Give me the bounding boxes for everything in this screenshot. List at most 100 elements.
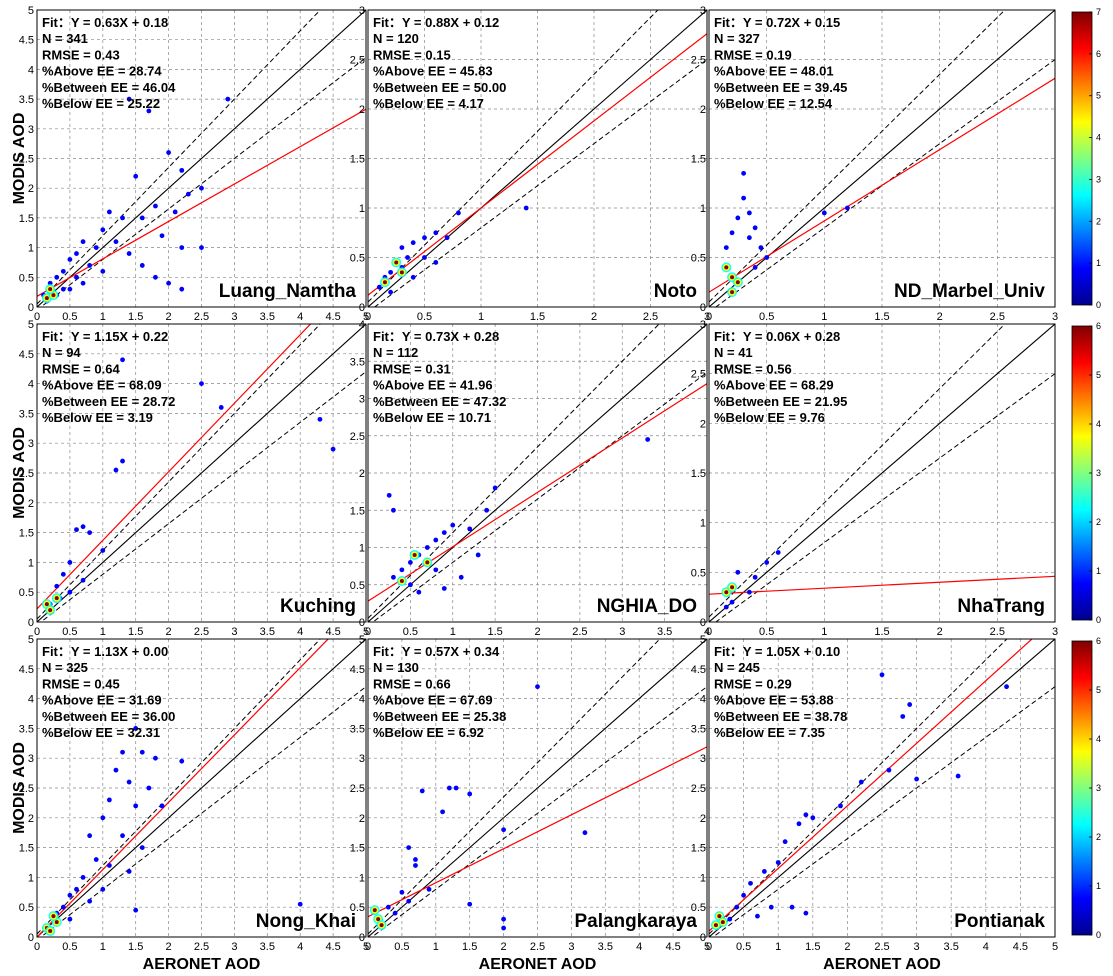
x-tick-label: 0 bbox=[365, 626, 371, 638]
y-tick-label: 3 bbox=[359, 394, 365, 406]
y-tick-label: 1.5 bbox=[691, 154, 706, 166]
x-tick-label: 0.5 bbox=[62, 626, 77, 638]
x-tick-label: 3.5 bbox=[944, 941, 959, 953]
data-point bbox=[467, 901, 473, 907]
y-tick-label: 0.5 bbox=[691, 567, 706, 579]
panel-nhatrang: 0 0.5 1 1.5 2 2.5 3 0 0.5 1 1.5 2 2.5 3 Fit：Y = 0.06X … bbox=[691, 319, 1058, 638]
y-tick-label: 3 bbox=[700, 753, 706, 765]
axes-frame bbox=[367, 9, 708, 308]
stats-line: RMSE = 0.45 bbox=[42, 676, 120, 691]
y-tick-label: 2 bbox=[359, 468, 365, 480]
data-point bbox=[821, 210, 827, 216]
x-tick-label: 5 bbox=[1052, 941, 1058, 953]
data-point bbox=[376, 284, 382, 290]
density-point bbox=[51, 293, 56, 298]
y-tick-label: 1.5 bbox=[350, 154, 365, 166]
axes-frame bbox=[708, 638, 1056, 938]
x-tick-label: 0.5 bbox=[759, 626, 774, 638]
x-tick-label: 2.5 bbox=[572, 626, 587, 638]
x-tick-label: 3 bbox=[914, 941, 920, 953]
stats-line: %Below EE = 9.76 bbox=[714, 410, 825, 425]
data-point bbox=[440, 809, 445, 815]
y-tick-label: 1 bbox=[28, 243, 34, 255]
data-point bbox=[446, 785, 452, 791]
x-tick-label: 2 bbox=[501, 941, 507, 953]
ee-upper-line bbox=[709, 10, 1006, 303]
data-point bbox=[93, 857, 99, 862]
fit-line bbox=[37, 324, 312, 610]
stats-line: %Between EE = 36.00 bbox=[42, 709, 175, 724]
y-tick-label: 2.5 bbox=[691, 55, 706, 67]
colorbar-tick-label: 1 bbox=[1096, 881, 1101, 891]
stats-line: Fit：Y = 0.06X + 0.28 bbox=[714, 329, 840, 344]
y-tick-label: 2.5 bbox=[19, 468, 34, 480]
data-point bbox=[74, 274, 79, 280]
y-tick-label: 0 bbox=[359, 302, 365, 314]
x-tick-label: 1.5 bbox=[805, 941, 820, 953]
y-tick-label: 1 bbox=[28, 872, 34, 884]
stats-line: %Between EE = 25.38 bbox=[373, 709, 506, 724]
density-point bbox=[735, 280, 740, 285]
colorbar-tick-label: 6 bbox=[1096, 636, 1101, 646]
colorbar-tick-label: 0 bbox=[1096, 300, 1101, 310]
stats-line: %Below EE = 10.71 bbox=[373, 410, 491, 425]
y-tick-label: 1 bbox=[28, 557, 34, 569]
y-tick-label: 1 bbox=[700, 872, 706, 884]
data-point bbox=[764, 255, 770, 260]
data-point bbox=[67, 286, 73, 292]
data-point bbox=[120, 833, 125, 839]
stats-line: %Below EE = 7.35 bbox=[714, 725, 825, 740]
y-tick-label: 0.5 bbox=[19, 902, 34, 914]
y-tick-label: 4.5 bbox=[19, 664, 34, 676]
y-tick-label: 4.5 bbox=[19, 349, 34, 361]
stats-line: %Above EE = 45.83 bbox=[373, 64, 493, 79]
x-tick-label: 0.5 bbox=[736, 941, 751, 953]
data-point bbox=[441, 530, 447, 535]
x-tick-label: 0 bbox=[34, 311, 40, 323]
data-point bbox=[467, 791, 473, 797]
colorbar-gradient bbox=[1071, 11, 1093, 306]
y-tick-label: 3 bbox=[359, 5, 365, 17]
y-axis-label: MODIS AOD bbox=[11, 742, 28, 834]
ee-upper-line bbox=[709, 639, 1008, 935]
data-point bbox=[735, 569, 741, 575]
x-axis-label: AERONET AOD bbox=[823, 956, 941, 973]
colorbar: 0 1 2 3 4 5 6 bbox=[1071, 636, 1101, 940]
data-point bbox=[410, 240, 416, 246]
ee-upper-line bbox=[37, 639, 321, 935]
y-tick-label: 1.5 bbox=[350, 843, 365, 855]
axes-frame bbox=[367, 638, 708, 938]
plot-area bbox=[709, 10, 1055, 307]
density-point bbox=[399, 270, 404, 275]
y-tick-label: 2.5 bbox=[19, 783, 34, 795]
x-tick-label: 1 bbox=[775, 941, 781, 953]
y-tick-label: 5 bbox=[28, 634, 34, 646]
data-point bbox=[734, 904, 740, 910]
colorbar-tick-label: 5 bbox=[1096, 685, 1101, 695]
x-tick-label: 3 bbox=[704, 311, 710, 323]
data-point bbox=[782, 839, 788, 845]
data-point bbox=[153, 755, 158, 761]
data-point bbox=[100, 268, 106, 274]
data-point bbox=[54, 274, 60, 280]
data-point bbox=[133, 173, 139, 179]
data-point bbox=[775, 550, 781, 555]
data-point bbox=[410, 274, 416, 280]
x-tick-label: 3.5 bbox=[260, 941, 275, 953]
data-point bbox=[100, 548, 106, 553]
one-to-one-line bbox=[368, 639, 707, 937]
y-tick-label: 1 bbox=[700, 203, 706, 215]
x-tick-label: 5 bbox=[363, 311, 369, 323]
data-point bbox=[955, 773, 961, 779]
y-tick-label: 0 bbox=[700, 932, 706, 944]
data-point bbox=[453, 785, 459, 791]
density-point bbox=[730, 290, 735, 295]
data-point bbox=[416, 589, 422, 595]
data-point bbox=[100, 227, 106, 233]
data-point bbox=[735, 215, 741, 221]
density-point bbox=[720, 920, 725, 925]
x-tick-label: 2 bbox=[534, 626, 540, 638]
x-tick-label: 3 bbox=[1052, 311, 1058, 323]
